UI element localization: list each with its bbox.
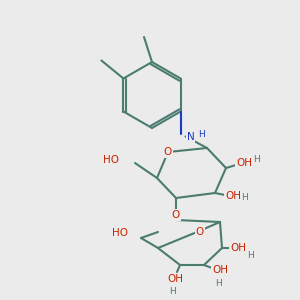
Text: HO: HO: [112, 228, 128, 238]
Text: O: O: [164, 147, 172, 157]
Text: H: H: [253, 155, 260, 164]
Text: H: H: [242, 194, 248, 202]
Text: OH: OH: [167, 274, 183, 284]
Text: H: H: [198, 130, 205, 139]
Text: OH: OH: [225, 191, 241, 201]
Text: OH: OH: [230, 243, 246, 253]
Text: OH: OH: [236, 158, 252, 168]
Text: H: H: [247, 251, 254, 260]
Text: H: H: [169, 286, 176, 296]
Text: O: O: [196, 227, 204, 237]
Text: OH: OH: [212, 265, 228, 275]
Text: N: N: [187, 131, 194, 142]
Text: HO: HO: [103, 155, 119, 165]
Text: O: O: [172, 210, 180, 220]
Text: H: H: [216, 278, 222, 287]
